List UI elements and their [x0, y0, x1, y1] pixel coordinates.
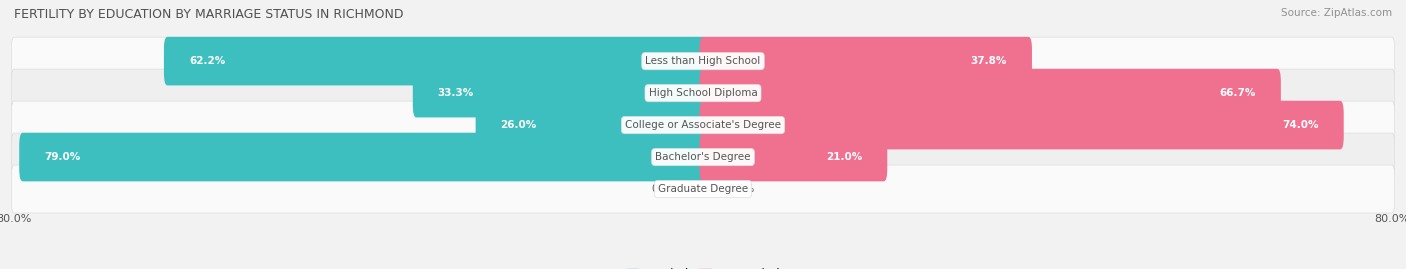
FancyBboxPatch shape	[165, 37, 706, 86]
Text: 21.0%: 21.0%	[827, 152, 862, 162]
Text: Less than High School: Less than High School	[645, 56, 761, 66]
Text: College or Associate's Degree: College or Associate's Degree	[626, 120, 780, 130]
Text: Graduate Degree: Graduate Degree	[658, 184, 748, 194]
Text: 66.7%: 66.7%	[1219, 88, 1256, 98]
FancyBboxPatch shape	[700, 101, 1344, 149]
FancyBboxPatch shape	[700, 69, 1281, 117]
Text: 26.0%: 26.0%	[501, 120, 537, 130]
FancyBboxPatch shape	[20, 133, 706, 181]
Text: 74.0%: 74.0%	[1282, 120, 1319, 130]
FancyBboxPatch shape	[700, 133, 887, 181]
FancyBboxPatch shape	[11, 165, 1395, 213]
Text: 37.8%: 37.8%	[970, 56, 1007, 66]
Text: Bachelor's Degree: Bachelor's Degree	[655, 152, 751, 162]
FancyBboxPatch shape	[11, 69, 1395, 117]
FancyBboxPatch shape	[475, 101, 706, 149]
Text: 33.3%: 33.3%	[437, 88, 474, 98]
FancyBboxPatch shape	[11, 101, 1395, 149]
Text: 0.0%: 0.0%	[651, 184, 678, 194]
Text: 62.2%: 62.2%	[188, 56, 225, 66]
Legend: Married, Unmarried: Married, Unmarried	[621, 263, 785, 269]
Text: High School Diploma: High School Diploma	[648, 88, 758, 98]
FancyBboxPatch shape	[11, 37, 1395, 85]
Text: FERTILITY BY EDUCATION BY MARRIAGE STATUS IN RICHMOND: FERTILITY BY EDUCATION BY MARRIAGE STATU…	[14, 8, 404, 21]
FancyBboxPatch shape	[11, 133, 1395, 181]
Text: 0.0%: 0.0%	[728, 184, 755, 194]
FancyBboxPatch shape	[413, 69, 706, 117]
Text: Source: ZipAtlas.com: Source: ZipAtlas.com	[1281, 8, 1392, 18]
Text: 79.0%: 79.0%	[44, 152, 80, 162]
FancyBboxPatch shape	[700, 37, 1032, 86]
